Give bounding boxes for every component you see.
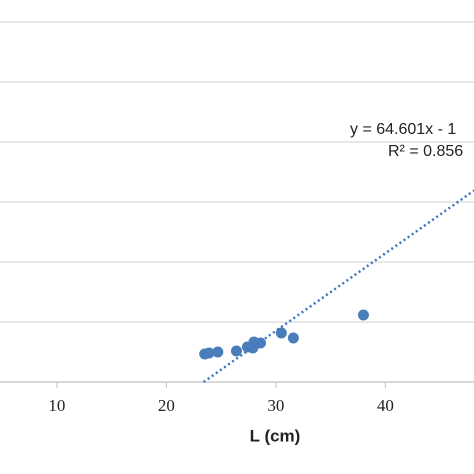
data-point xyxy=(287,332,299,344)
x-tick-label: 20 xyxy=(158,396,175,415)
trendline-r-squared: R² = 0.856 xyxy=(388,143,463,160)
data-point xyxy=(212,346,224,358)
x-tick-label: 10 xyxy=(48,396,65,415)
data-point xyxy=(357,309,369,321)
trendline-equation: y = 64.601x - 1 xyxy=(350,121,456,138)
data-point xyxy=(255,337,267,349)
trendline xyxy=(202,189,474,384)
data-point xyxy=(203,347,215,359)
x-tick-label: 40 xyxy=(377,396,394,415)
data-point xyxy=(230,345,242,357)
x-axis-title: L (cm) xyxy=(250,426,301,445)
x-tick-label: 30 xyxy=(267,396,284,415)
